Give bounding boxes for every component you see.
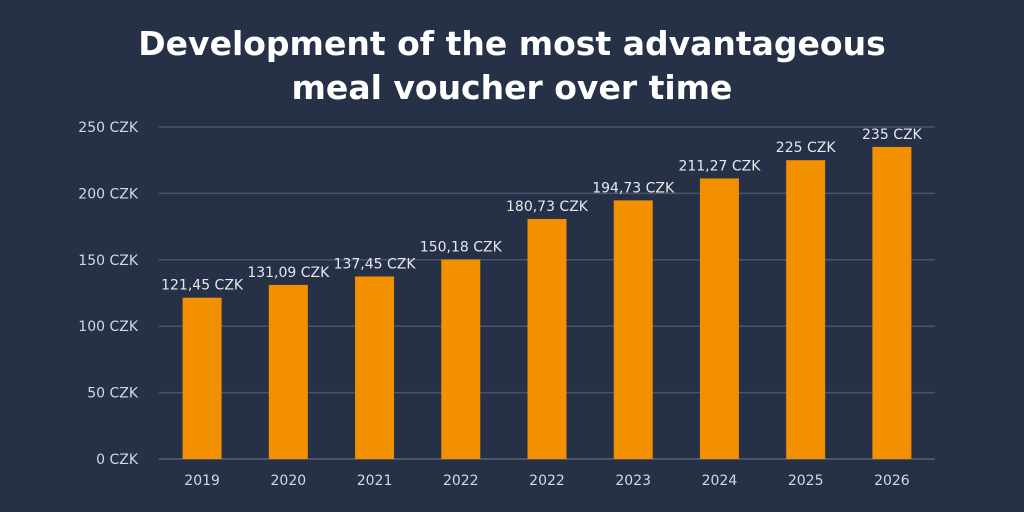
x-tick-label: 2021 bbox=[357, 473, 393, 489]
data-label: 225 CZK bbox=[776, 140, 837, 156]
y-tick-label: 150 CZK bbox=[78, 253, 139, 269]
x-tick-label: 2023 bbox=[615, 473, 651, 489]
y-tick-label: 250 CZK bbox=[78, 120, 139, 136]
data-label: 137,45 CZK bbox=[334, 256, 417, 272]
x-tick-label: 2022 bbox=[443, 473, 479, 489]
data-label: 194,73 CZK bbox=[592, 180, 675, 196]
data-label: 131,09 CZK bbox=[247, 265, 330, 281]
chart-title-line-1: Development of the most advantageous bbox=[138, 24, 886, 63]
data-label: 180,73 CZK bbox=[506, 199, 589, 215]
bar bbox=[527, 218, 567, 459]
bar bbox=[786, 160, 826, 459]
bar bbox=[355, 276, 395, 459]
bar bbox=[441, 259, 481, 459]
y-tick-label: 200 CZK bbox=[78, 186, 139, 202]
x-tick-label: 2020 bbox=[271, 473, 307, 489]
x-tick-label: 2024 bbox=[702, 473, 738, 489]
x-tick-label: 2019 bbox=[184, 473, 220, 489]
x-tick-label: 2026 bbox=[874, 473, 910, 489]
data-label: 150,18 CZK bbox=[420, 240, 503, 256]
y-tick-label: 50 CZK bbox=[87, 386, 139, 402]
x-tick-label: 2022 bbox=[529, 473, 565, 489]
bar bbox=[699, 178, 739, 459]
chart-title: Development of the most advantageous mea… bbox=[0, 22, 1024, 110]
y-tick-label: 100 CZK bbox=[78, 319, 139, 335]
bar bbox=[268, 284, 308, 459]
data-label: 235 CZK bbox=[862, 127, 923, 143]
bar bbox=[872, 146, 912, 460]
x-tick-label: 2025 bbox=[788, 473, 824, 489]
chart-title-line-2: meal voucher over time bbox=[291, 68, 733, 107]
data-label: 211,27 CZK bbox=[678, 158, 761, 174]
bar bbox=[182, 297, 222, 459]
data-label: 121,45 CZK bbox=[161, 278, 244, 294]
y-tick-label: 0 CZK bbox=[96, 452, 139, 468]
bar bbox=[613, 200, 653, 459]
